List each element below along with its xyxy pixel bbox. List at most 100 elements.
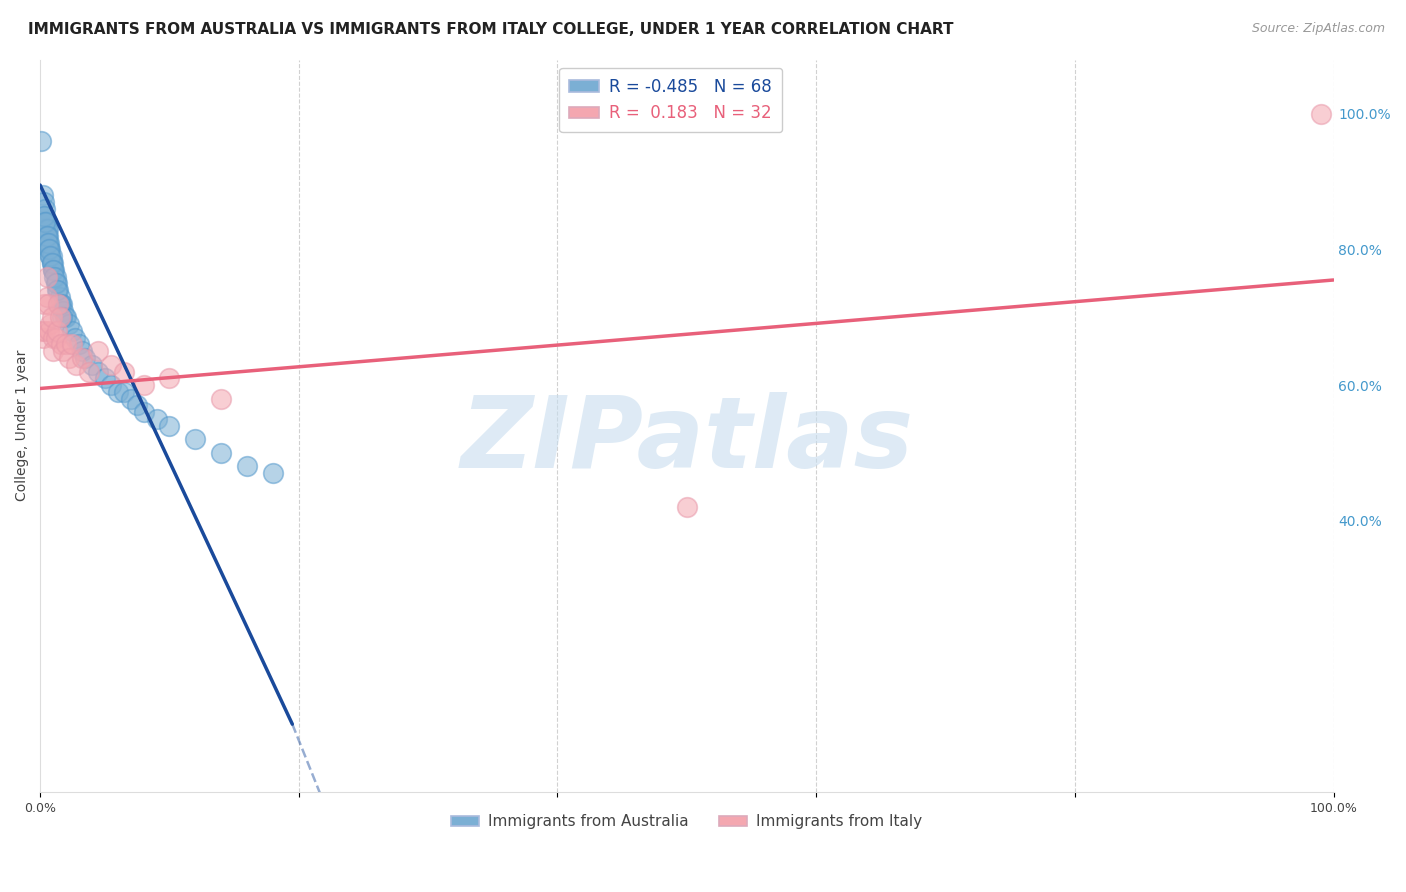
Point: [55, 337, 77, 351]
Point: [236, 459, 259, 474]
Point: [31, 331, 53, 345]
Point: [31, 188, 53, 202]
Point: [34, 215, 56, 229]
Point: [52, 344, 75, 359]
Point: [45, 324, 67, 338]
Point: [75, 351, 97, 365]
Point: [80, 358, 103, 372]
Point: [209, 446, 232, 460]
Point: [159, 371, 181, 385]
Point: [37, 296, 59, 310]
Point: [35, 228, 58, 243]
Point: [70, 344, 93, 359]
Point: [38, 243, 60, 257]
Point: [45, 277, 67, 291]
Point: [34, 215, 56, 229]
Point: [35, 235, 58, 250]
Point: [1309, 107, 1331, 121]
Point: [30, 134, 52, 148]
Point: [100, 358, 122, 372]
Point: [38, 235, 60, 250]
Point: [39, 243, 62, 257]
Point: [41, 256, 63, 270]
Point: [37, 228, 59, 243]
Point: [32, 209, 55, 223]
Point: [55, 310, 77, 325]
Point: [62, 337, 84, 351]
Point: [65, 358, 87, 372]
Point: [39, 249, 62, 263]
Point: [38, 324, 60, 338]
Point: [30, 324, 52, 338]
Point: [49, 296, 72, 310]
Point: [32, 222, 55, 236]
Point: [45, 277, 67, 291]
Point: [42, 262, 65, 277]
Point: [63, 331, 86, 345]
Point: [34, 222, 56, 236]
Point: [107, 384, 129, 399]
Point: [48, 296, 70, 310]
Point: [39, 317, 62, 331]
Point: [132, 378, 155, 392]
Point: [51, 296, 73, 310]
Point: [45, 331, 67, 345]
Point: [145, 412, 167, 426]
Point: [32, 296, 55, 310]
Point: [67, 337, 90, 351]
Point: [53, 310, 76, 325]
Point: [94, 371, 117, 385]
Point: [58, 317, 80, 331]
Point: [112, 384, 135, 399]
Point: [42, 262, 65, 277]
Point: [87, 344, 110, 359]
Point: [132, 405, 155, 419]
Point: [100, 378, 122, 392]
Point: [35, 269, 58, 284]
Point: [42, 344, 65, 359]
Point: [41, 310, 63, 325]
Point: [46, 296, 69, 310]
Point: [34, 202, 56, 216]
Point: [48, 290, 70, 304]
Point: [49, 337, 72, 351]
Point: [32, 194, 55, 209]
Point: [35, 215, 58, 229]
Point: [44, 269, 66, 284]
Point: [35, 290, 58, 304]
Point: [37, 222, 59, 236]
Point: [42, 331, 65, 345]
Point: [159, 418, 181, 433]
Point: [48, 310, 70, 325]
Point: [41, 256, 63, 270]
Point: [35, 228, 58, 243]
Point: [34, 324, 56, 338]
Point: [77, 365, 100, 379]
Point: [87, 365, 110, 379]
Y-axis label: College, Under 1 year: College, Under 1 year: [15, 350, 30, 501]
Point: [58, 351, 80, 365]
Text: IMMIGRANTS FROM AUSTRALIA VS IMMIGRANTS FROM ITALY COLLEGE, UNDER 1 YEAR CORRELA: IMMIGRANTS FROM AUSTRALIA VS IMMIGRANTS …: [28, 22, 953, 37]
Point: [38, 243, 60, 257]
Point: [35, 222, 58, 236]
Point: [262, 467, 284, 481]
Point: [44, 262, 66, 277]
Point: [46, 283, 69, 297]
Point: [112, 365, 135, 379]
Text: Source: ZipAtlas.com: Source: ZipAtlas.com: [1251, 22, 1385, 36]
Point: [39, 249, 62, 263]
Point: [127, 399, 149, 413]
Point: [45, 269, 67, 284]
Text: ZIPatlas: ZIPatlas: [460, 392, 914, 489]
Point: [41, 249, 63, 263]
Point: [45, 283, 67, 297]
Point: [34, 228, 56, 243]
Point: [70, 351, 93, 365]
Point: [32, 209, 55, 223]
Point: [184, 433, 207, 447]
Point: [42, 256, 65, 270]
Point: [675, 500, 697, 515]
Point: [120, 392, 142, 406]
Point: [37, 235, 59, 250]
Point: [52, 303, 75, 318]
